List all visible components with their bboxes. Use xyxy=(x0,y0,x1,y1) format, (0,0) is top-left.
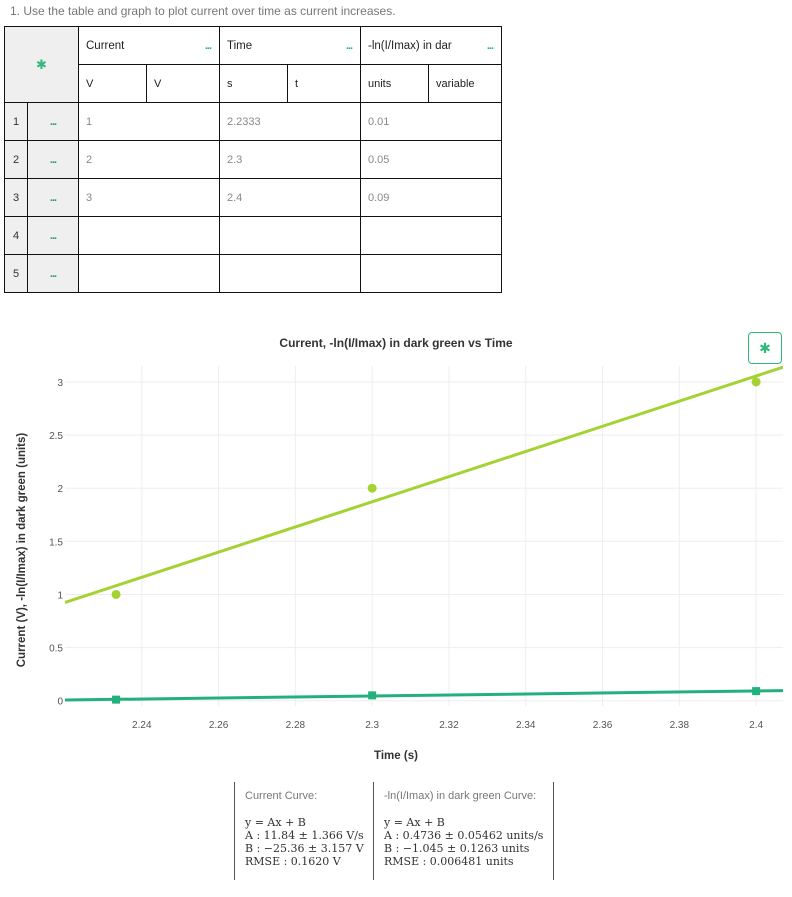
fit-panel-current: Current Curve: y = Ax + B A : 11.84 ± 1.… xyxy=(234,782,374,880)
data-point xyxy=(751,377,761,387)
data-table: ✱ Current ... Time ... -ln(I/Imax) in da… xyxy=(4,26,502,293)
row-menu-icon[interactable]: ... xyxy=(27,254,79,293)
x-tick-label: 2.4 xyxy=(749,720,763,731)
data-point xyxy=(111,589,121,599)
y-tick-label: 0 xyxy=(57,697,63,708)
data-point xyxy=(752,687,761,696)
x-tick-label: 2.38 xyxy=(670,720,690,731)
chart-title: Current, -ln(I/Imax) in dark green vs Ti… xyxy=(279,336,513,350)
gear-icon[interactable]: ✱ xyxy=(36,56,47,72)
column-name[interactable]: -ln(I/Imax) in dar xyxy=(368,39,452,52)
data-cell[interactable]: 1 xyxy=(78,102,220,141)
x-tick-label: 2.32 xyxy=(439,720,459,731)
data-cell[interactable]: 0.01 xyxy=(360,102,502,141)
column-name[interactable]: Time xyxy=(227,39,253,52)
x-tick-label: 2.28 xyxy=(286,720,306,731)
data-cell[interactable] xyxy=(219,254,361,293)
symbol-cell[interactable]: t xyxy=(287,64,361,103)
data-cell[interactable]: 2.3 xyxy=(219,140,361,179)
x-tick-label: 2.3 xyxy=(365,720,379,731)
fit-caption: Current Curve: xyxy=(245,790,318,802)
y-tick-label: 2 xyxy=(57,484,63,495)
data-cell[interactable]: 2.2333 xyxy=(219,102,361,141)
fit-param-a: A : 11.84 ± 1.366 V/s xyxy=(245,829,364,842)
row-menu-icon[interactable]: ... xyxy=(27,140,79,179)
column-menu-icon[interactable]: ... xyxy=(486,40,494,52)
data-cell[interactable] xyxy=(78,254,220,293)
fit-equation: y = Ax + B xyxy=(245,816,306,829)
fit-caption: -ln(I/Imax) in dark green Curve: xyxy=(384,790,537,802)
unit-cell[interactable]: s xyxy=(219,64,288,103)
data-cell[interactable] xyxy=(360,254,502,293)
fit-param-b: B : −25.36 ± 3.157 V xyxy=(245,842,364,855)
data-point xyxy=(368,691,377,700)
fit-equation: y = Ax + B xyxy=(384,816,445,829)
x-tick-label: 2.24 xyxy=(132,720,152,731)
data-cell[interactable] xyxy=(360,216,502,255)
symbol-cell[interactable]: variable xyxy=(428,64,502,103)
x-tick-label: 2.34 xyxy=(516,720,536,731)
y-axis-label: Current (V), -ln(I/Imax) in dark green (… xyxy=(16,432,28,668)
chart-canvas[interactable]: 2.24 2.26 2.28 2.3 2.32 2.34 2.36 2.38 2.400.511… xyxy=(0,0,792,780)
column-name[interactable]: Current xyxy=(86,39,125,52)
fit-line xyxy=(65,366,783,604)
fit-results: Current Curve: y = Ax + B A : 11.84 ± 1.… xyxy=(234,782,554,880)
data-cell[interactable]: 0.05 xyxy=(360,140,502,179)
chart-settings-button[interactable]: ✱ xyxy=(748,332,782,364)
y-tick-label: 3 xyxy=(57,378,63,389)
x-tick-label: 2.36 xyxy=(593,720,613,731)
instruction-text: 1. Use the table and graph to plot curre… xyxy=(10,4,396,18)
fit-param-a: A : 0.4736 ± 0.05462 units/s xyxy=(384,829,544,842)
gear-icon: ✱ xyxy=(759,339,771,356)
y-tick-label: 1.5 xyxy=(49,537,63,548)
data-point xyxy=(367,483,377,493)
row-menu-icon[interactable]: ... xyxy=(27,178,79,217)
fit-line xyxy=(65,689,783,702)
y-tick-label: 1 xyxy=(57,590,63,601)
x-tick-label: 2.26 xyxy=(209,720,229,731)
fit-param-b: B : −1.045 ± 0.1263 units xyxy=(384,842,530,855)
column-menu-icon[interactable]: ... xyxy=(204,40,212,52)
data-cell[interactable] xyxy=(78,216,220,255)
y-tick-label: 2.5 xyxy=(49,431,63,442)
fit-rmse: RMSE : 0.1620 V xyxy=(245,855,341,868)
fit-rmse: RMSE : 0.006481 units xyxy=(384,855,514,868)
data-cell[interactable]: 3 xyxy=(78,178,220,217)
column-menu-icon[interactable]: ... xyxy=(345,40,353,52)
data-cell[interactable]: 2.4 xyxy=(219,178,361,217)
row-menu-icon[interactable]: ... xyxy=(27,102,79,141)
data-point xyxy=(112,695,121,704)
x-axis-label: Time (s) xyxy=(374,750,418,762)
row-menu-icon[interactable]: ... xyxy=(27,216,79,255)
row-number: 1 xyxy=(4,102,28,141)
y-tick-label: 0.5 xyxy=(49,644,63,655)
fit-panel-ln: -ln(I/Imax) in dark green Curve: y = Ax … xyxy=(374,782,554,880)
